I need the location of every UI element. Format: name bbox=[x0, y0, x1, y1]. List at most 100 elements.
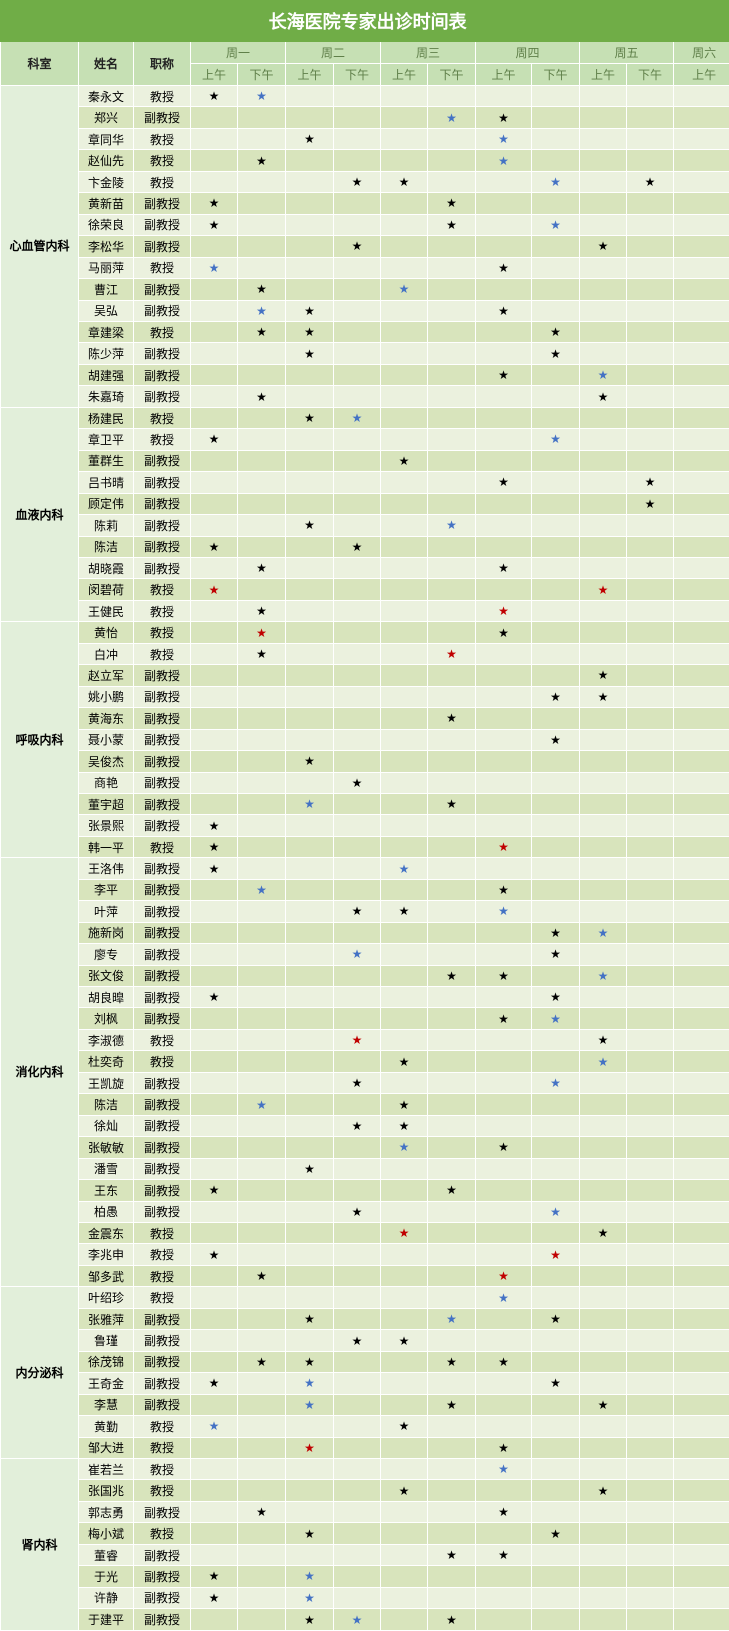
slot: ★ bbox=[237, 299, 286, 322]
slot bbox=[427, 1222, 476, 1245]
slot: ★ bbox=[237, 320, 286, 344]
star: ★ bbox=[304, 1161, 315, 1176]
slot bbox=[626, 1608, 674, 1631]
doctor-name: 王洛伟 bbox=[78, 857, 134, 880]
slot bbox=[579, 1372, 627, 1395]
star: ★ bbox=[351, 239, 363, 254]
star: ★ bbox=[550, 217, 561, 232]
slot bbox=[475, 1114, 532, 1138]
star: ★ bbox=[208, 1183, 220, 1198]
slot: ★ bbox=[190, 578, 238, 601]
slot bbox=[427, 900, 476, 923]
star: ★ bbox=[644, 175, 656, 190]
doctor-title: 教授 bbox=[133, 256, 191, 280]
slot bbox=[285, 1329, 334, 1352]
star: ★ bbox=[597, 968, 609, 983]
star: ★ bbox=[498, 604, 509, 619]
slot bbox=[672, 964, 729, 988]
slot bbox=[626, 84, 674, 108]
slot bbox=[626, 1565, 674, 1588]
slot bbox=[475, 1415, 532, 1438]
slot: ★ bbox=[285, 406, 334, 430]
star: ★ bbox=[304, 1612, 315, 1627]
doctor-title: 教授 bbox=[133, 1479, 191, 1502]
slot: ★ bbox=[531, 1522, 580, 1545]
doctor-title: 副教授 bbox=[133, 1329, 191, 1352]
slot bbox=[531, 1565, 580, 1588]
slot bbox=[380, 878, 428, 902]
slot bbox=[579, 192, 627, 215]
star: ★ bbox=[351, 1076, 363, 1091]
slot bbox=[190, 278, 238, 301]
slot bbox=[380, 792, 428, 816]
slot bbox=[672, 986, 729, 1009]
doctor-name: 马丽萍 bbox=[78, 256, 134, 280]
slot bbox=[579, 428, 627, 451]
slot bbox=[333, 1350, 381, 1374]
slot bbox=[237, 707, 286, 730]
slot bbox=[531, 1093, 580, 1116]
slot: ★ bbox=[237, 149, 286, 172]
slot bbox=[579, 1457, 627, 1481]
slot bbox=[626, 385, 674, 408]
slot bbox=[285, 1500, 334, 1524]
slot: ★ bbox=[333, 1200, 381, 1224]
slot bbox=[626, 514, 674, 537]
slot bbox=[672, 556, 729, 580]
slot bbox=[672, 514, 729, 537]
slot bbox=[475, 664, 532, 687]
star: ★ bbox=[304, 132, 315, 147]
slot bbox=[475, 235, 532, 258]
doctor-title: 副教授 bbox=[133, 792, 191, 816]
star: ★ bbox=[550, 925, 561, 940]
slot bbox=[190, 1350, 238, 1374]
doctor-name: 李淑德 bbox=[78, 1028, 134, 1052]
slot bbox=[190, 471, 238, 494]
slot bbox=[427, 235, 476, 258]
doctor-name: 杜奕奇 bbox=[78, 1050, 134, 1073]
star: ★ bbox=[446, 1312, 457, 1327]
header-row: 上午 下午 上午 下午 上午 下午 上午 下午 上午 下午 上午 bbox=[1, 63, 729, 86]
slot bbox=[626, 1522, 674, 1545]
slot bbox=[427, 320, 476, 344]
slot bbox=[427, 1457, 476, 1481]
slot bbox=[626, 642, 674, 666]
slot bbox=[380, 707, 428, 730]
slot bbox=[672, 492, 729, 516]
doctor-name: 刘枫 bbox=[78, 1007, 134, 1030]
star: ★ bbox=[498, 1140, 509, 1155]
slot bbox=[672, 835, 729, 859]
star: ★ bbox=[446, 797, 457, 812]
slot: ★ bbox=[427, 1608, 476, 1631]
slot: ★ bbox=[333, 406, 381, 430]
doctor-row: 邹多武 教授 ★ ★ bbox=[1, 1264, 729, 1288]
slot bbox=[475, 1093, 532, 1116]
doctor-title: 副教授 bbox=[133, 1565, 191, 1588]
doctor-row: 李松华 副教授 ★ ★ bbox=[1, 235, 729, 258]
slot bbox=[626, 1372, 674, 1395]
slot bbox=[285, 685, 334, 709]
star: ★ bbox=[597, 1054, 609, 1069]
doctor-title: 副教授 bbox=[133, 299, 191, 322]
slot bbox=[285, 1543, 334, 1567]
star: ★ bbox=[398, 175, 410, 190]
slot: ★ bbox=[285, 127, 334, 151]
doctor-row: 顾定伟 副教授 ★ bbox=[1, 492, 729, 516]
slot bbox=[672, 1522, 729, 1545]
star: ★ bbox=[256, 282, 267, 297]
doctor-name: 赵仙先 bbox=[78, 149, 134, 172]
star: ★ bbox=[208, 1590, 220, 1605]
star: ★ bbox=[398, 1054, 410, 1069]
star: ★ bbox=[446, 1183, 457, 1198]
slot bbox=[475, 943, 532, 966]
slot bbox=[190, 1222, 238, 1245]
slot bbox=[190, 1157, 238, 1181]
slot bbox=[475, 1050, 532, 1073]
slot bbox=[672, 685, 729, 709]
slot bbox=[380, 1264, 428, 1288]
slot bbox=[237, 342, 286, 365]
star: ★ bbox=[446, 196, 457, 211]
slot bbox=[579, 278, 627, 301]
slot: ★ bbox=[475, 1543, 532, 1567]
day-header: 周二 bbox=[285, 41, 381, 64]
